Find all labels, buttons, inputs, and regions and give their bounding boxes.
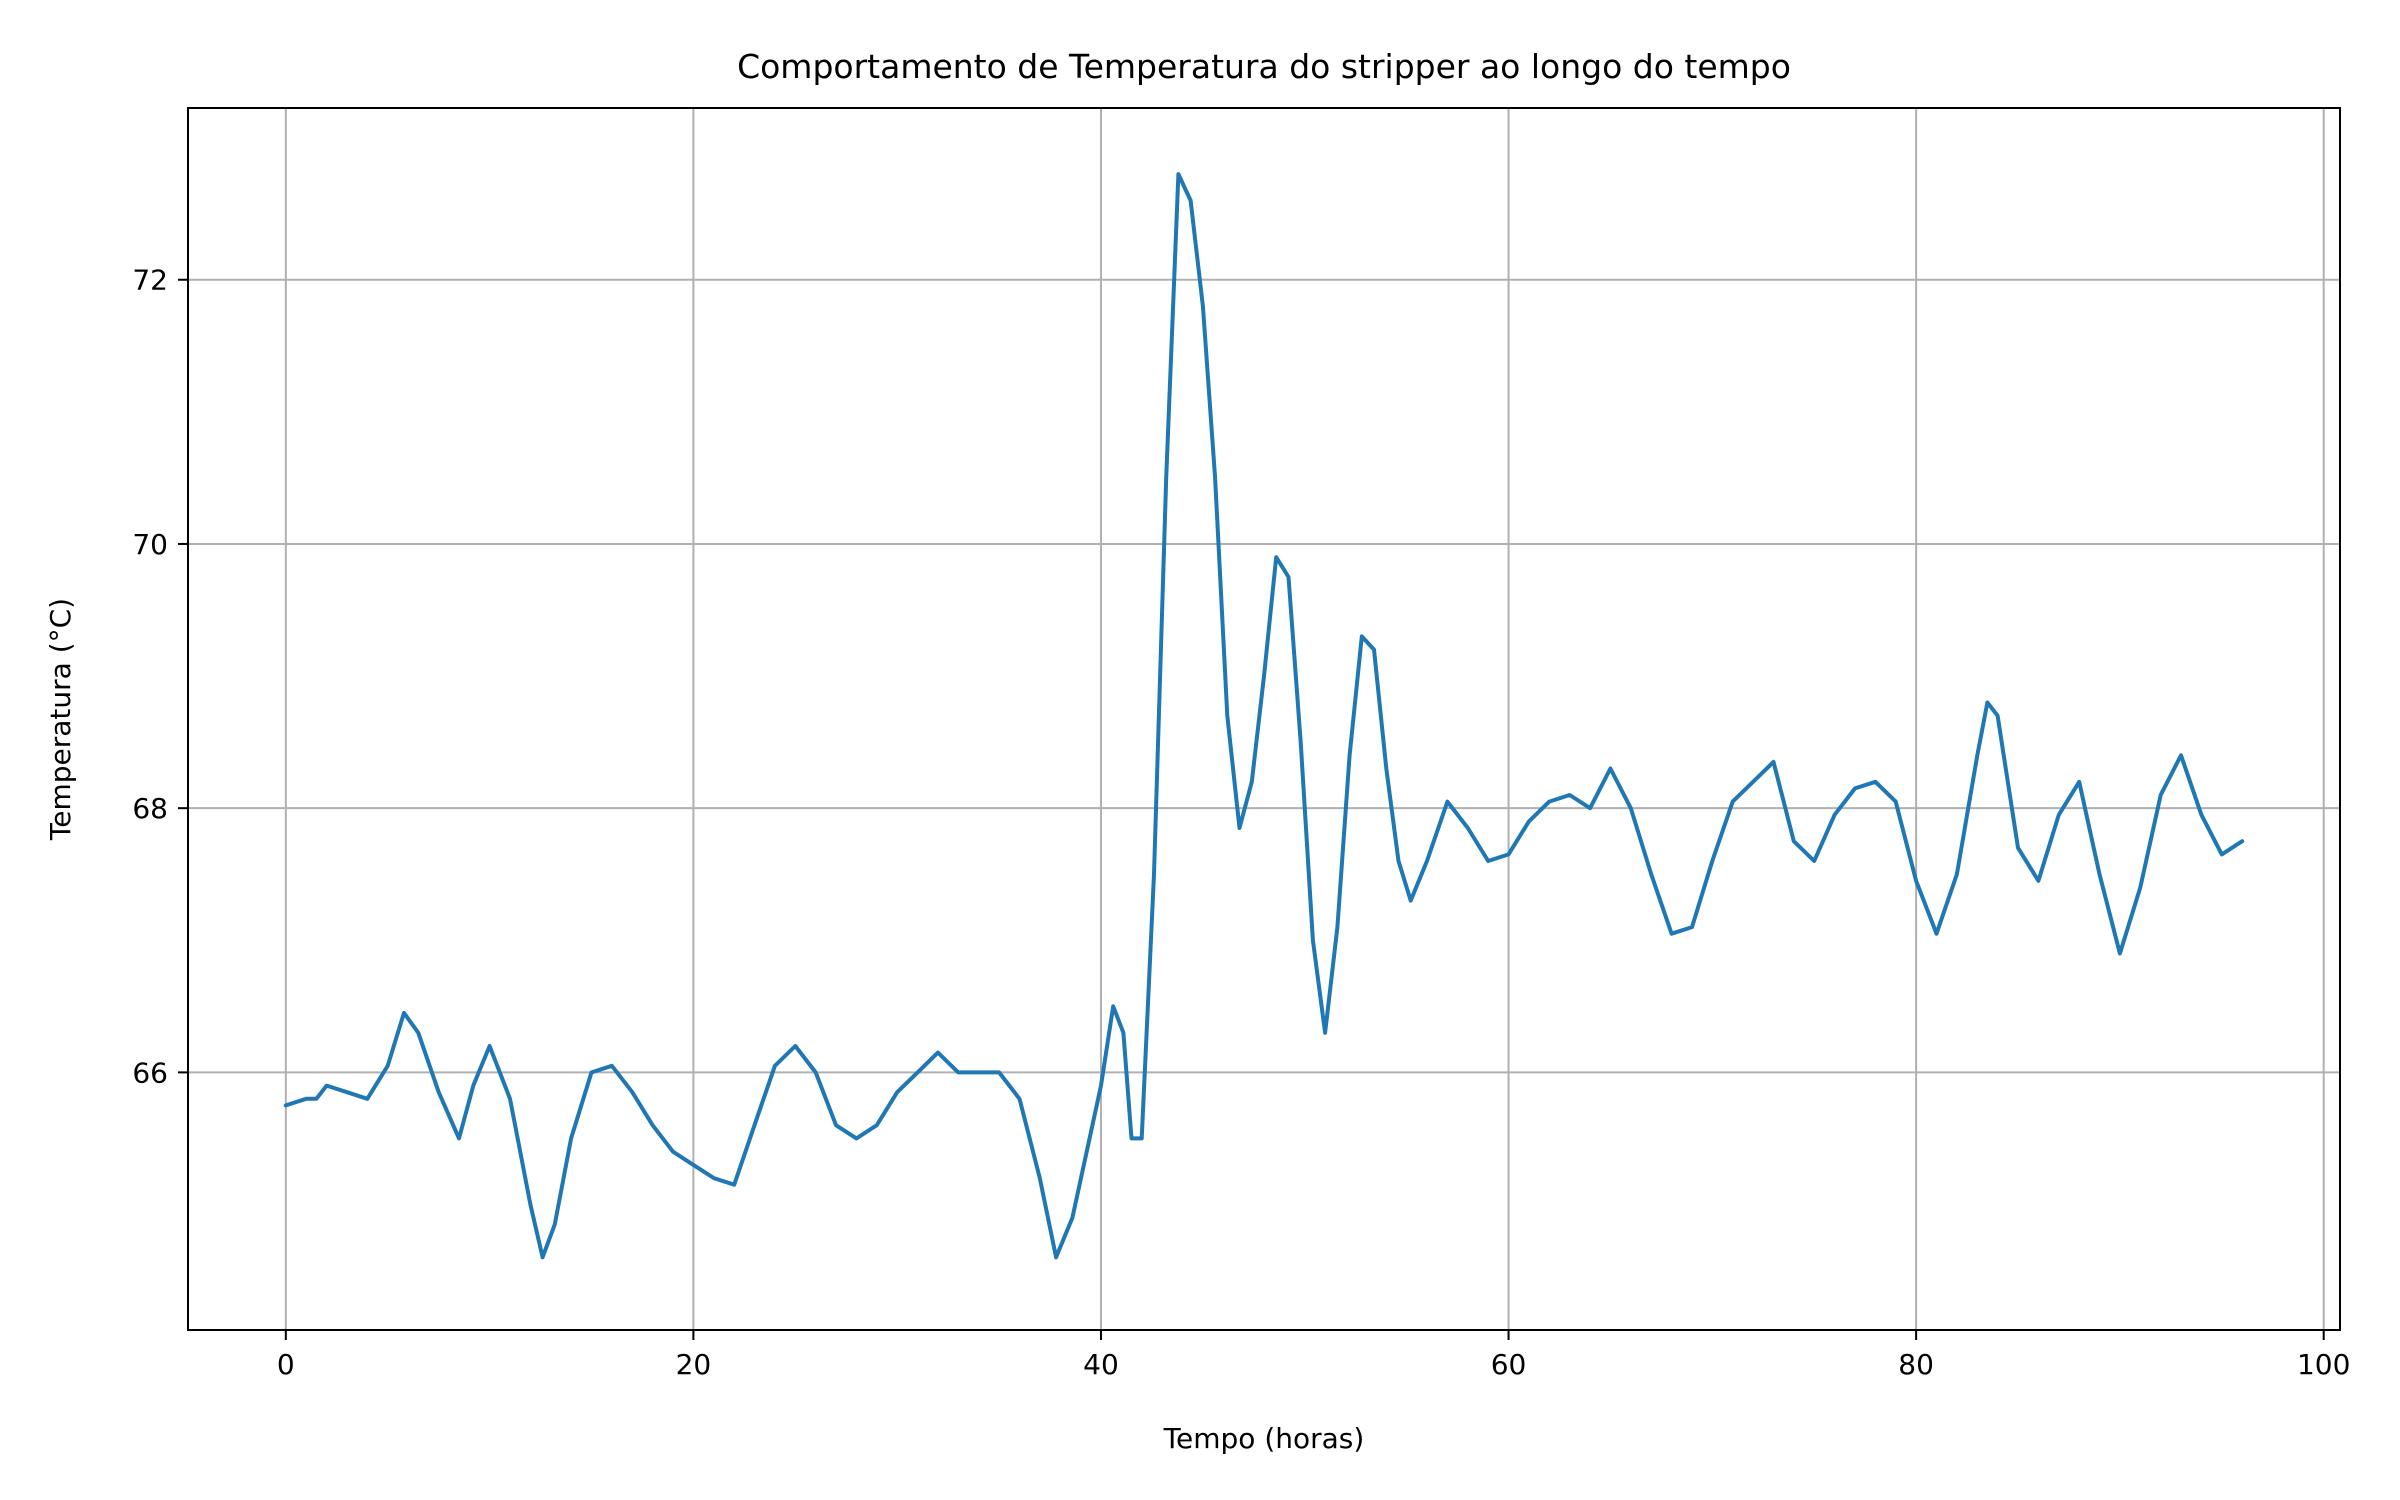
x-axis-ticks: 0 20 40 60 80 100	[277, 1330, 2350, 1381]
y-axis-ticks: 66 68 70 72	[132, 264, 188, 1089]
y-tick-label: 72	[132, 264, 168, 297]
y-tick-label: 70	[132, 528, 168, 561]
x-tick-label: 20	[676, 1348, 712, 1381]
grid-lines	[188, 108, 2340, 1330]
x-tick-label: 40	[1083, 1348, 1119, 1381]
y-tick-label: 66	[132, 1056, 168, 1089]
plot-frame	[187, 107, 2341, 1331]
x-tick-label: 100	[2297, 1348, 2350, 1381]
temperature-series-line	[283, 172, 2245, 1260]
y-tick-label: 68	[132, 792, 168, 825]
x-tick-label: 60	[1491, 1348, 1527, 1381]
x-tick-label: 80	[1898, 1348, 1934, 1381]
y-axis-label: Temperatura (°C)	[44, 598, 77, 841]
chart-title: Comportamento de Temperatura do stripper…	[737, 47, 1791, 86]
x-axis-label: Tempo (horas)	[1163, 1422, 1365, 1455]
x-tick-label: 0	[277, 1348, 295, 1381]
